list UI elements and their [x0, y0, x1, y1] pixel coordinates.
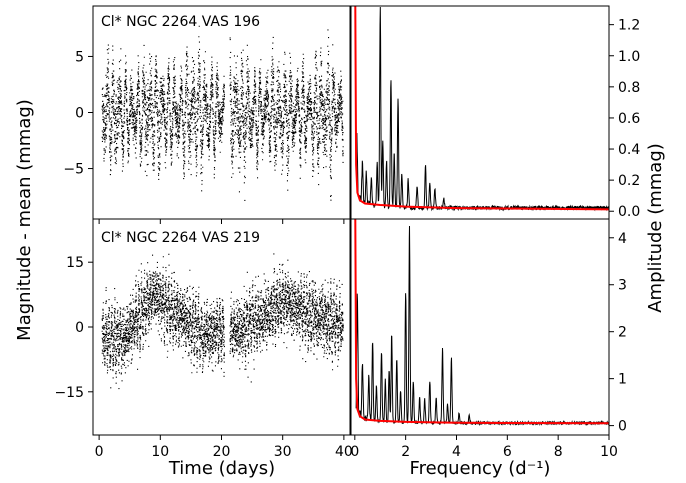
y-tick-label: 1.0 [618, 49, 640, 65]
light-curve-vas219 [101, 253, 344, 390]
x-axis-label-frequency: Frequency (d⁻¹) [410, 458, 551, 479]
x-tick-label: 20 [213, 444, 231, 460]
x-tick-label: 10 [151, 444, 169, 460]
periodogram-vas196 [354, 6, 609, 212]
y-tick-label: 0.8 [618, 80, 640, 96]
noise-level-line [354, 219, 609, 425]
frame-bottom-right [350, 218, 610, 436]
y-tick-label: −15 [54, 385, 84, 401]
y-tick-label: 0.4 [618, 142, 640, 158]
light-curve-points [101, 25, 344, 202]
y-tick-label: 1.2 [618, 18, 640, 34]
x-tick-label: 10 [600, 444, 618, 460]
light-curve-points [101, 253, 344, 390]
panel-frames [92, 5, 610, 436]
x-tick-label: 0 [95, 444, 104, 460]
y-tick-label: 4 [618, 231, 627, 247]
y-tick-label: 5 [75, 49, 84, 65]
y-tick-label: 0 [618, 419, 627, 435]
annotation-vas219: Cl* NGC 2264 VAS 219 [101, 230, 260, 246]
y-tick-label: 0.0 [618, 204, 640, 220]
y-tick-label: 1 [618, 372, 627, 388]
x-tick-label: 40 [335, 444, 353, 460]
y-axis-label-left: Magnitude - mean (mmag) [14, 99, 35, 341]
annotation-vas196: Cl* NGC 2264 VAS 196 [101, 14, 260, 30]
y-tick-label: 2 [618, 325, 627, 341]
y-tick-label: 0.6 [618, 111, 640, 127]
y-tick-label: 0 [75, 106, 84, 122]
y-axis-label-right: Amplitude (mmag) [645, 143, 666, 313]
periodogram-vas219 [354, 219, 609, 427]
x-tick-label: 4 [452, 444, 461, 460]
x-axis-label-time: Time (days) [168, 458, 275, 479]
y-tick-label: 3 [618, 278, 627, 294]
y-tick-label: 0.2 [618, 173, 640, 189]
x-tick-label: 8 [554, 444, 563, 460]
amplitude-spectrum-line [355, 225, 609, 427]
frame-bottom-left [92, 218, 351, 436]
amplitude-spectrum-line [355, 6, 609, 212]
y-tick-label: 15 [66, 255, 84, 271]
x-tick-label: 30 [274, 444, 292, 460]
noise-level-line [354, 6, 609, 211]
x-tick-label: 2 [401, 444, 410, 460]
y-tick-label: 0 [75, 320, 84, 336]
x-tick-label: 0 [350, 444, 359, 460]
x-tick-label: 6 [503, 444, 512, 460]
y-tick-label: −5 [63, 162, 84, 178]
light-curve-vas196 [101, 25, 344, 202]
